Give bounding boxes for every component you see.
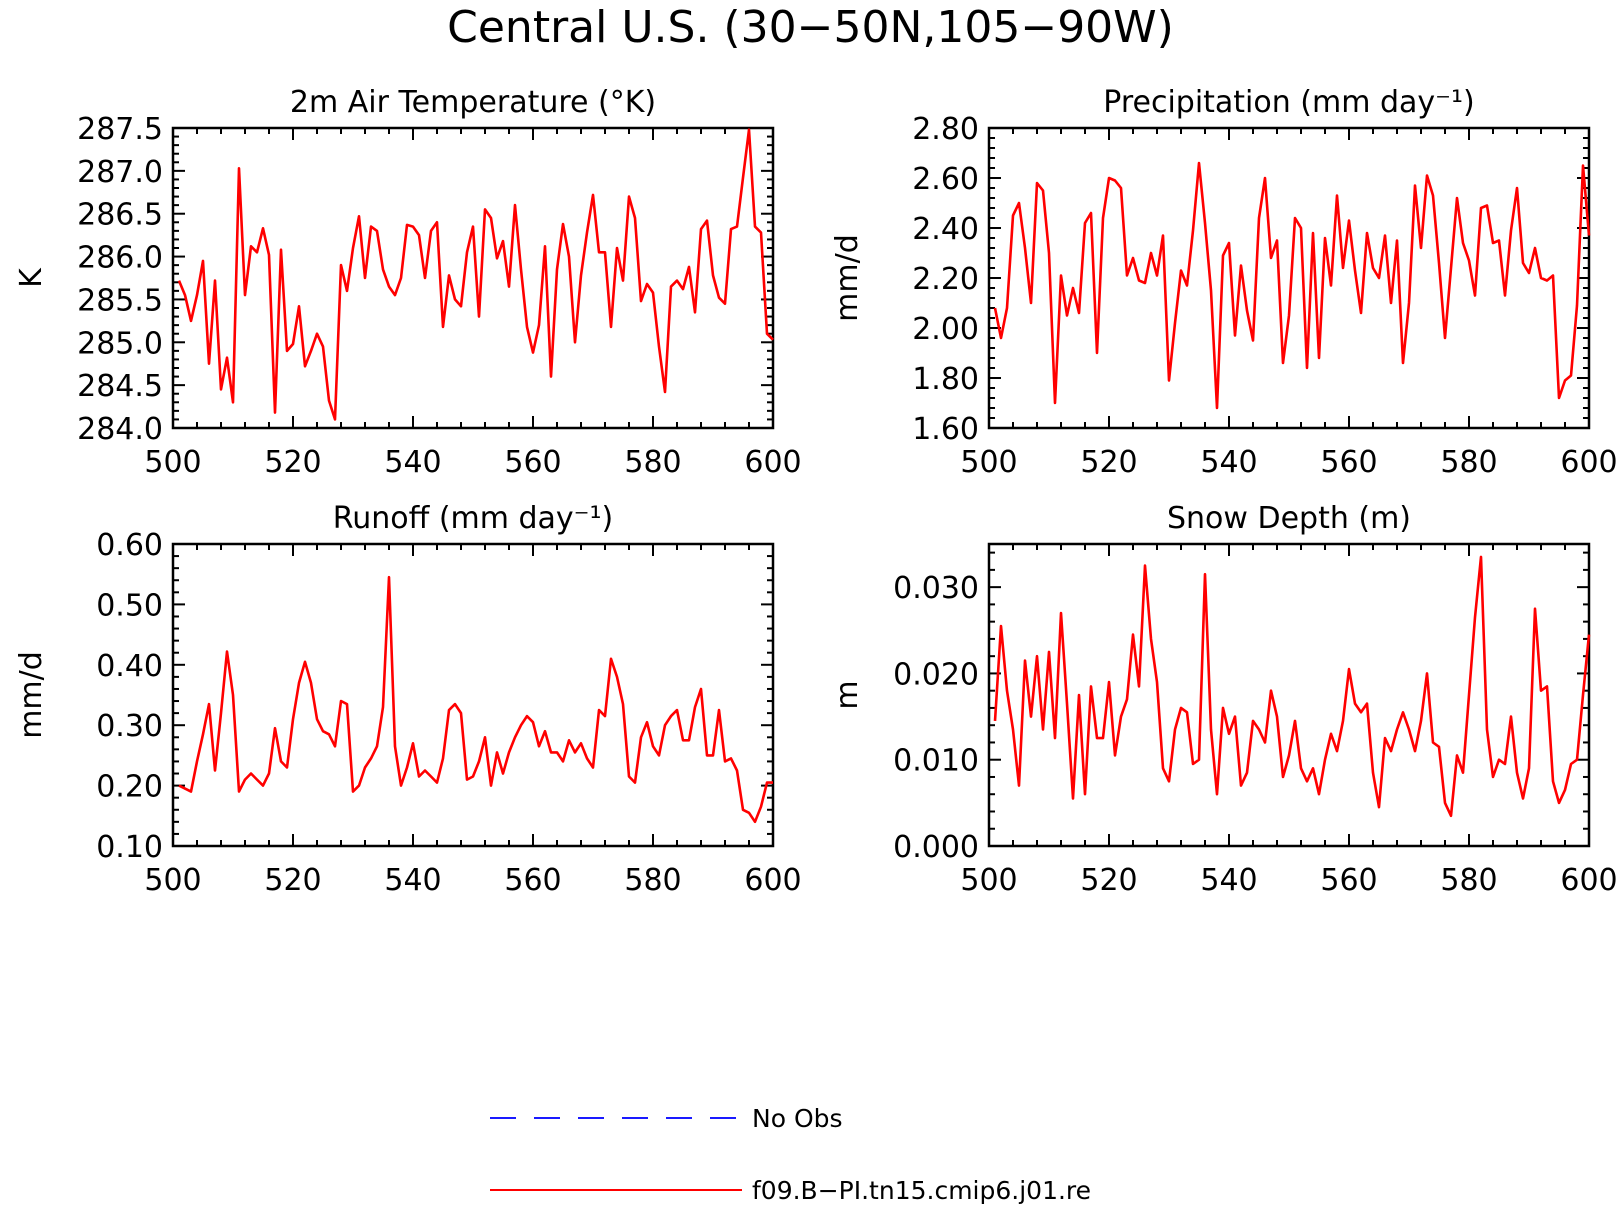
x-tick-label: 520 xyxy=(1080,445,1137,480)
x-tick-label: 500 xyxy=(144,863,201,898)
y-tick-label: 0.30 xyxy=(96,709,163,744)
x-tick-label: 540 xyxy=(1200,445,1257,480)
x-tick-label: 500 xyxy=(960,863,1017,898)
chart-runoff: 500 520 540 560 580 600 0.10 0.20 0.30 0.40 0.50 0.… xyxy=(14,501,802,898)
x-tick-label: 600 xyxy=(1560,863,1617,898)
plot-frame xyxy=(171,542,775,848)
y-tick-label: 286.5 xyxy=(77,198,163,233)
x-tick-label: 500 xyxy=(144,445,201,480)
x-tick-label: 580 xyxy=(1440,445,1497,480)
x-tick-label: 540 xyxy=(384,445,441,480)
x-tick-label: 580 xyxy=(1440,863,1497,898)
panel-title: Runoff (mm day⁻¹) xyxy=(333,501,614,536)
series-line xyxy=(177,128,774,421)
y-tick-label: 2.60 xyxy=(912,162,979,197)
y-tick-label: 287.5 xyxy=(77,112,163,147)
y-tick-label: 285.5 xyxy=(77,283,163,318)
x-tick-label: 560 xyxy=(1320,863,1377,898)
page-title: Central U.S. (30−50N,105−90W) xyxy=(447,2,1174,53)
y-tick-label: 2.80 xyxy=(912,112,979,147)
y-tick-label: 2.00 xyxy=(912,312,979,347)
x-tick-label: 560 xyxy=(504,445,561,480)
y-tick-label: 0.60 xyxy=(96,528,163,563)
series-line xyxy=(993,161,1591,410)
plot-frame xyxy=(171,126,775,430)
y-tick-label: 2.40 xyxy=(912,212,979,247)
y-axis-label: mm/d xyxy=(14,651,49,739)
y-tick-label: 0.030 xyxy=(893,571,979,606)
x-tick-label: 540 xyxy=(384,863,441,898)
series-line xyxy=(178,575,773,824)
y-tick-label: 287.0 xyxy=(77,155,163,190)
x-tick-label: 540 xyxy=(1200,863,1257,898)
y-tick-label: 0.10 xyxy=(96,830,163,865)
y-tick-label: 284.0 xyxy=(77,412,163,447)
y-tick-label: 286.0 xyxy=(77,241,163,276)
chart-temperature: 500 520 540 560 580 600 284.0 284.5 285.0 285.5 28… xyxy=(14,85,802,480)
y-tick-label: 2.20 xyxy=(912,262,979,297)
x-tick-label: 520 xyxy=(264,445,321,480)
plot-frame xyxy=(987,542,1591,848)
y-axis-label: m xyxy=(830,680,865,709)
series-line xyxy=(993,555,1591,818)
panel-title: 2m Air Temperature (°K) xyxy=(290,85,656,120)
y-tick-label: 0.50 xyxy=(96,588,163,623)
chart-precipitation: 500 520 540 560 580 600 1.60 1.80 2.00 2.20 2.40 2.… xyxy=(830,85,1618,480)
y-tick-label: 285.0 xyxy=(77,326,163,361)
panel-title: Snow Depth (m) xyxy=(1167,501,1411,536)
panel-title: Precipitation (mm day⁻¹) xyxy=(1103,85,1474,120)
y-tick-label: 0.20 xyxy=(96,770,163,805)
x-tick-label: 600 xyxy=(744,863,801,898)
x-tick-label: 600 xyxy=(744,445,801,480)
x-tick-label: 560 xyxy=(1320,445,1377,480)
x-tick-label: 600 xyxy=(1560,445,1617,480)
y-tick-label: 1.80 xyxy=(912,362,979,397)
plot-frame xyxy=(987,126,1591,430)
y-axis-label: mm/d xyxy=(830,234,865,322)
y-axis-label: K xyxy=(14,267,49,288)
y-tick-label: 1.60 xyxy=(912,412,979,447)
y-tick-label: 284.5 xyxy=(77,369,163,404)
y-tick-label: 0.020 xyxy=(893,657,979,692)
x-tick-label: 520 xyxy=(264,863,321,898)
x-tick-label: 580 xyxy=(624,863,681,898)
x-tick-label: 500 xyxy=(960,445,1017,480)
y-tick-label: 0.010 xyxy=(893,744,979,779)
y-tick-label: 0.40 xyxy=(96,649,163,684)
chart-snow-depth: 500 520 540 560 580 600 0.000 0.010 0.020 0.030 Sn… xyxy=(830,501,1618,898)
x-tick-label: 580 xyxy=(624,445,681,480)
x-tick-label: 520 xyxy=(1080,863,1137,898)
y-tick-label: 0.000 xyxy=(893,830,979,865)
x-tick-label: 560 xyxy=(504,863,561,898)
